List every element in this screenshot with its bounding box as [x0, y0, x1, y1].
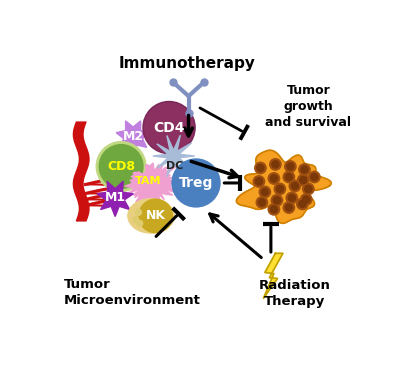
Text: Radiation
Therapy: Radiation Therapy	[259, 279, 331, 308]
Circle shape	[270, 175, 278, 182]
Circle shape	[285, 204, 292, 211]
Circle shape	[274, 183, 286, 194]
Circle shape	[255, 162, 266, 173]
Circle shape	[300, 176, 307, 184]
Circle shape	[300, 194, 312, 205]
Circle shape	[271, 194, 282, 206]
Circle shape	[99, 145, 143, 188]
Circle shape	[283, 171, 294, 183]
Circle shape	[288, 194, 296, 202]
Circle shape	[286, 192, 298, 203]
Polygon shape	[97, 181, 133, 217]
Text: CD8: CD8	[107, 160, 135, 173]
Circle shape	[256, 197, 268, 208]
Circle shape	[143, 102, 195, 154]
Circle shape	[287, 163, 294, 170]
Text: TAM: TAM	[135, 177, 161, 186]
Circle shape	[258, 199, 266, 206]
Circle shape	[96, 142, 146, 191]
Circle shape	[309, 171, 320, 183]
Text: Tumor
Microenvironment: Tumor Microenvironment	[64, 278, 201, 307]
Text: NK: NK	[146, 209, 166, 223]
Circle shape	[268, 203, 280, 215]
Circle shape	[283, 202, 294, 213]
Text: Treg: Treg	[179, 176, 213, 190]
Circle shape	[261, 188, 268, 196]
Circle shape	[276, 186, 284, 193]
Circle shape	[289, 180, 300, 192]
Circle shape	[257, 165, 264, 172]
Circle shape	[299, 200, 306, 207]
Circle shape	[299, 164, 310, 175]
Circle shape	[259, 186, 270, 198]
Text: Tumor
growth
and survival: Tumor growth and survival	[265, 84, 351, 129]
Text: M1: M1	[104, 191, 126, 205]
Circle shape	[270, 206, 278, 213]
Circle shape	[301, 166, 308, 173]
Circle shape	[272, 161, 279, 168]
Circle shape	[172, 159, 220, 207]
Text: Immunotherapy: Immunotherapy	[118, 56, 256, 71]
Text: DC: DC	[166, 161, 184, 172]
Polygon shape	[236, 150, 331, 223]
Circle shape	[311, 173, 318, 180]
Circle shape	[305, 186, 312, 193]
Circle shape	[144, 103, 194, 152]
Circle shape	[136, 209, 142, 216]
Text: CD4: CD4	[153, 121, 185, 135]
Text: M2: M2	[122, 130, 144, 143]
Circle shape	[253, 176, 265, 187]
Circle shape	[270, 159, 281, 170]
Circle shape	[298, 174, 309, 186]
Ellipse shape	[128, 199, 174, 233]
Circle shape	[255, 178, 262, 185]
Circle shape	[285, 173, 292, 180]
Circle shape	[268, 173, 280, 184]
Polygon shape	[264, 253, 283, 298]
Circle shape	[285, 161, 296, 172]
Circle shape	[303, 196, 310, 203]
Circle shape	[273, 197, 280, 204]
Polygon shape	[153, 135, 195, 177]
Polygon shape	[125, 163, 177, 202]
Circle shape	[291, 182, 298, 189]
Circle shape	[132, 217, 138, 223]
Circle shape	[137, 221, 143, 226]
Circle shape	[297, 198, 308, 210]
Circle shape	[139, 199, 172, 233]
Polygon shape	[116, 121, 150, 154]
Circle shape	[303, 183, 314, 194]
